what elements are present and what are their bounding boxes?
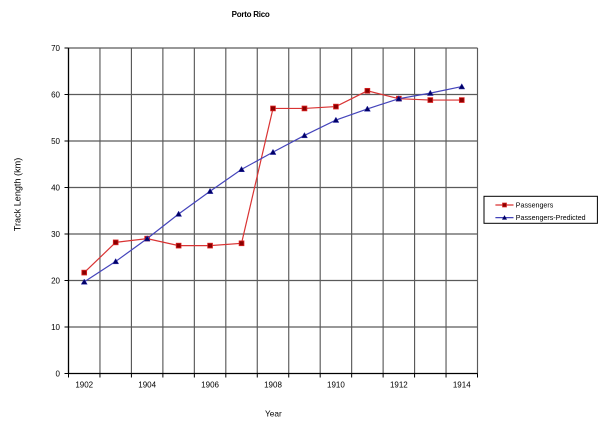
svg-text:Porto Rico: Porto Rico [232, 10, 270, 19]
svg-text:70: 70 [51, 44, 60, 53]
svg-text:1908: 1908 [264, 381, 282, 390]
svg-text:1910: 1910 [327, 381, 345, 390]
svg-text:1914: 1914 [453, 381, 471, 390]
svg-text:1904: 1904 [138, 381, 156, 390]
svg-text:10: 10 [51, 323, 60, 332]
svg-text:Passengers: Passengers [516, 202, 554, 210]
svg-text:20: 20 [51, 276, 60, 285]
svg-text:Track Length (km): Track Length (km) [13, 158, 23, 231]
svg-text:1906: 1906 [201, 381, 219, 390]
svg-text:60: 60 [51, 90, 60, 99]
svg-text:1912: 1912 [390, 381, 408, 390]
svg-text:50: 50 [51, 137, 60, 146]
svg-text:0: 0 [56, 369, 61, 378]
svg-text:30: 30 [51, 230, 60, 239]
svg-text:40: 40 [51, 183, 60, 192]
svg-text:1902: 1902 [75, 381, 93, 390]
svg-text:Passengers-Predicted: Passengers-Predicted [516, 214, 586, 222]
svg-text:Year: Year [265, 409, 282, 419]
